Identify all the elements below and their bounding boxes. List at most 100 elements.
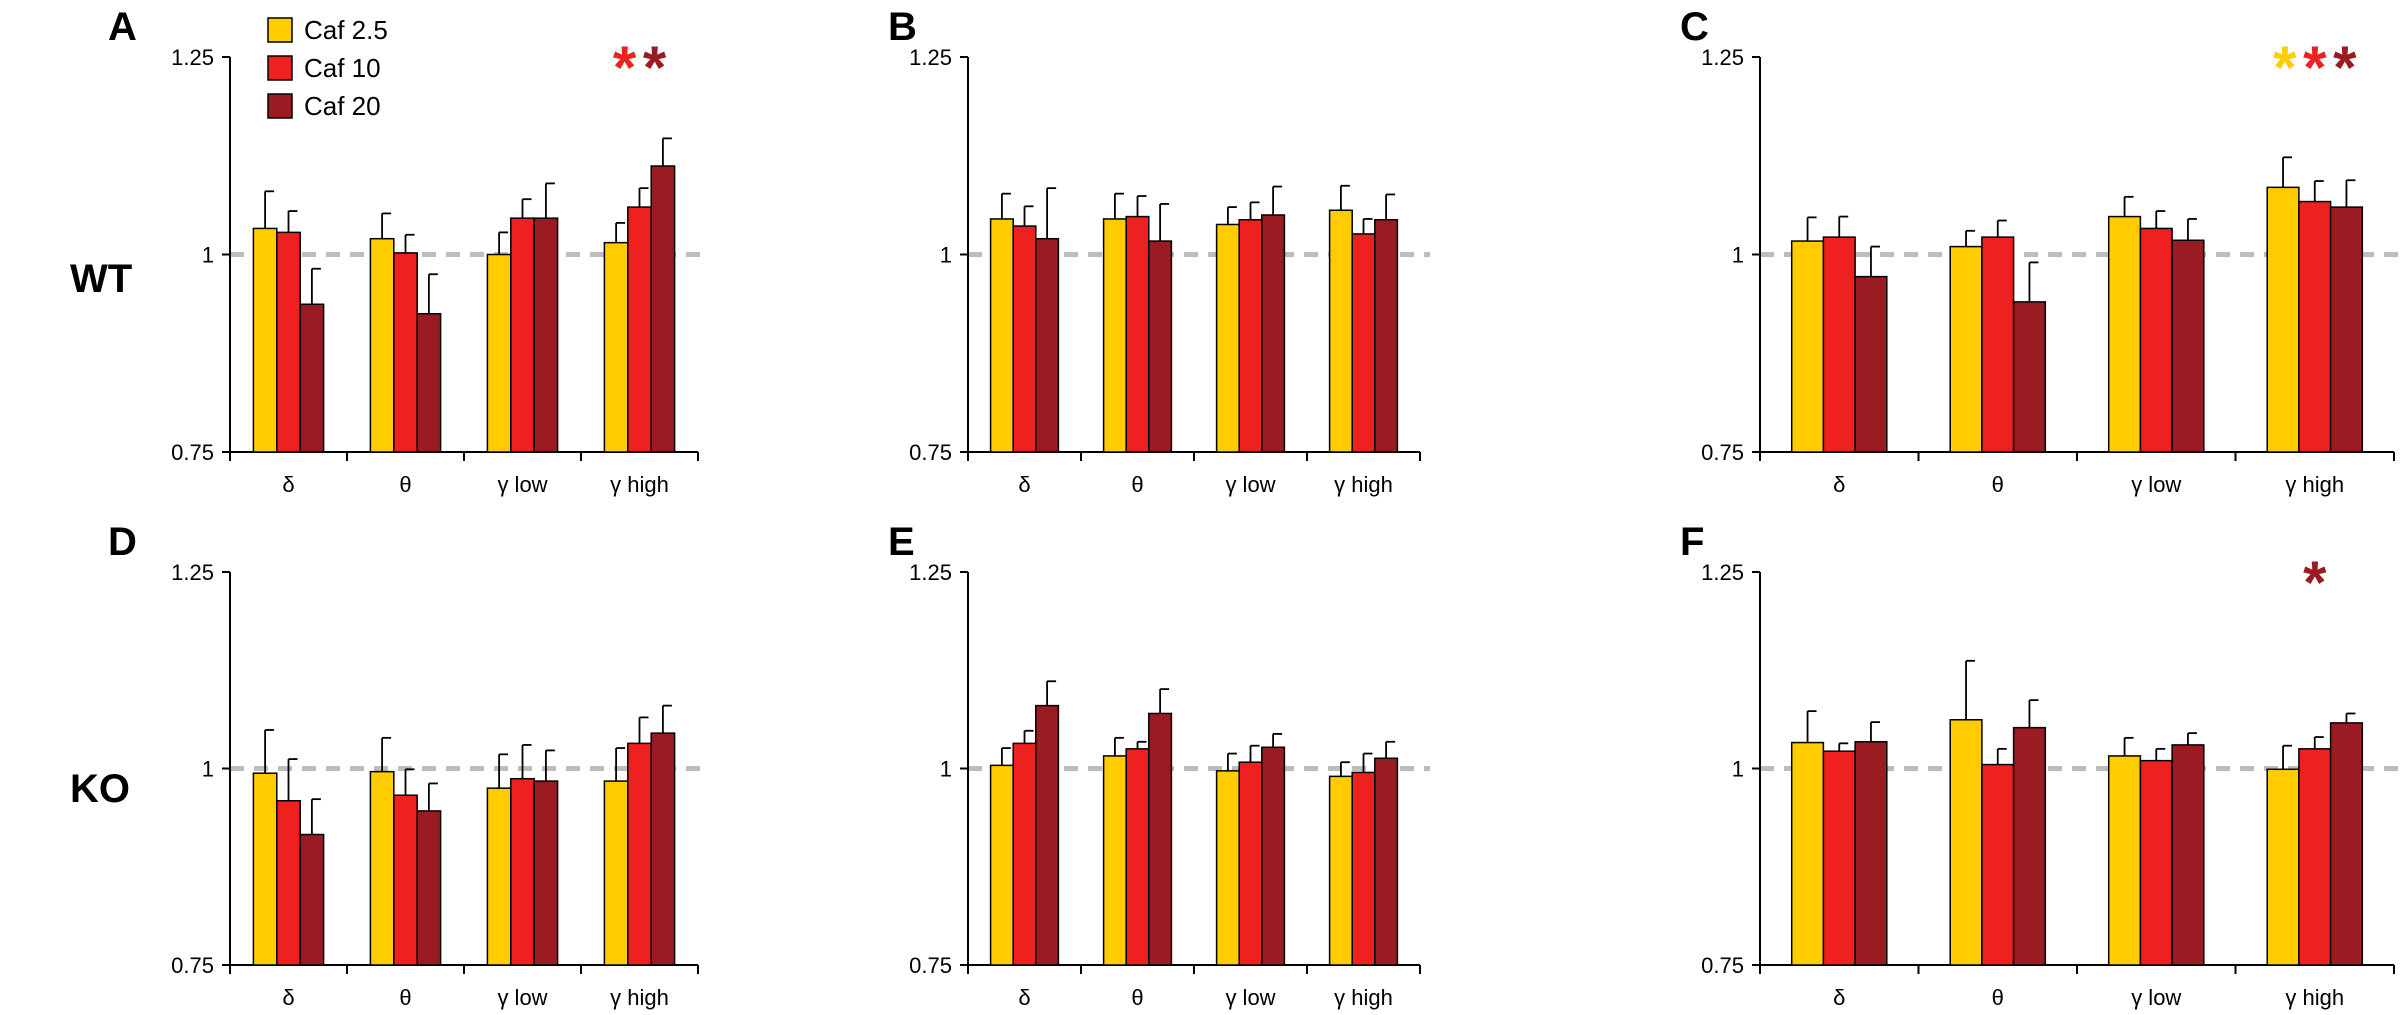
- bar: [1949, 245, 1983, 453]
- legend-label: Caf 20: [304, 91, 381, 121]
- significance-star: *: [2303, 34, 2327, 101]
- y-tick-label: 1.25: [909, 45, 952, 70]
- bar: [2139, 759, 2173, 966]
- bar: [1215, 770, 1240, 966]
- bar: [510, 777, 535, 966]
- bar: [603, 241, 629, 453]
- y-tick-label: 1: [1732, 243, 1744, 268]
- bar: [989, 764, 1014, 966]
- x-tick-label: θ: [399, 472, 411, 497]
- bar: [2012, 726, 2047, 966]
- bar: [2107, 755, 2142, 966]
- y-tick-label: 1: [202, 243, 214, 268]
- bar: [650, 165, 676, 453]
- bar: [1822, 236, 1856, 453]
- bar: [1125, 215, 1150, 453]
- bar: [989, 218, 1014, 453]
- row-label: KO: [70, 767, 130, 811]
- panel-b: B 0.75 1 1.25 δ θ γ low γ high: [888, 5, 1430, 497]
- bar: [1261, 214, 1286, 453]
- bar: [299, 833, 325, 966]
- bar: [486, 787, 512, 966]
- y-tick-label: 1.25: [1701, 560, 1744, 585]
- bar: [2266, 768, 2300, 966]
- bar: [1102, 755, 1127, 966]
- bar: [276, 799, 301, 966]
- bar: [2107, 215, 2142, 453]
- bar: [299, 303, 325, 453]
- x-tick-label: γ high: [2285, 472, 2344, 497]
- bar: [1125, 748, 1150, 966]
- legend-swatch: [267, 93, 293, 119]
- bar: [1261, 746, 1286, 966]
- x-tick-label: δ: [1018, 985, 1030, 1010]
- panel-letter: C: [1680, 5, 1709, 49]
- x-tick-label: γ high: [610, 472, 669, 497]
- bar: [276, 231, 301, 453]
- bar: [603, 780, 629, 966]
- x-tick-label: θ: [1131, 472, 1143, 497]
- bar: [393, 252, 418, 453]
- bar: [1374, 218, 1399, 453]
- legend-swatch: [267, 55, 293, 81]
- y-tick-label: 1.25: [171, 560, 214, 585]
- y-tick-label: 1.25: [909, 560, 952, 585]
- panel-letter: A: [108, 5, 137, 49]
- significance-star: *: [2333, 34, 2357, 101]
- bar: [486, 253, 512, 453]
- x-tick-label: δ: [1833, 985, 1845, 1010]
- significance-star: *: [2273, 34, 2297, 101]
- x-tick-label: γ low: [1225, 472, 1275, 497]
- x-tick-label: θ: [1992, 985, 2004, 1010]
- y-tick-label: 1: [940, 243, 952, 268]
- bar: [1035, 704, 1060, 966]
- bar: [1148, 712, 1173, 966]
- significance-star: *: [643, 34, 667, 101]
- bar: [2171, 744, 2205, 966]
- y-tick-label: 1: [202, 757, 214, 782]
- bar: [393, 794, 418, 966]
- bar: [1351, 771, 1376, 966]
- bar: [1981, 763, 2015, 966]
- y-tick-label: 0.75: [1701, 953, 1744, 978]
- y-tick-label: 0.75: [1701, 440, 1744, 465]
- y-tick-label: 1.25: [171, 45, 214, 70]
- row-label: WT: [70, 257, 132, 301]
- bar: [1790, 240, 1825, 453]
- x-tick-label: δ: [282, 472, 294, 497]
- y-tick-label: 0.75: [171, 953, 214, 978]
- panel-letter: B: [888, 5, 917, 49]
- bar: [2171, 239, 2205, 453]
- bar: [2266, 186, 2300, 453]
- panel-letter: F: [1680, 520, 1704, 564]
- bar: [1215, 223, 1240, 453]
- bar: [1351, 233, 1376, 453]
- row-labels: WT KO: [70, 257, 132, 811]
- panel-d: D 0.75 1 1.25 δ θ γ low γ high: [108, 520, 708, 1010]
- panel-letter: E: [888, 520, 915, 564]
- legend-label: Caf 10: [304, 53, 381, 83]
- bar: [1328, 775, 1353, 966]
- panel-letter: D: [108, 520, 137, 564]
- bar: [650, 732, 676, 966]
- bar: [1374, 757, 1399, 966]
- bar: [533, 217, 559, 453]
- bar: [1854, 741, 1888, 966]
- x-tick-label: δ: [282, 985, 294, 1010]
- y-tick-label: 0.75: [909, 953, 952, 978]
- panel-f: F 0.75 1 1.25 δ θ γ low γ high *: [1680, 520, 2402, 1010]
- bar: [1238, 218, 1263, 453]
- x-tick-label: γ high: [610, 985, 669, 1010]
- x-tick-label: θ: [1992, 472, 2004, 497]
- y-tick-label: 0.75: [909, 440, 952, 465]
- bar: [1238, 761, 1263, 966]
- significance-star: *: [2303, 549, 2327, 616]
- bar: [1102, 218, 1127, 453]
- x-tick-label: γ high: [2285, 985, 2344, 1010]
- x-tick-label: θ: [1131, 985, 1143, 1010]
- bar: [533, 780, 559, 966]
- x-tick-label: γ low: [2131, 985, 2181, 1010]
